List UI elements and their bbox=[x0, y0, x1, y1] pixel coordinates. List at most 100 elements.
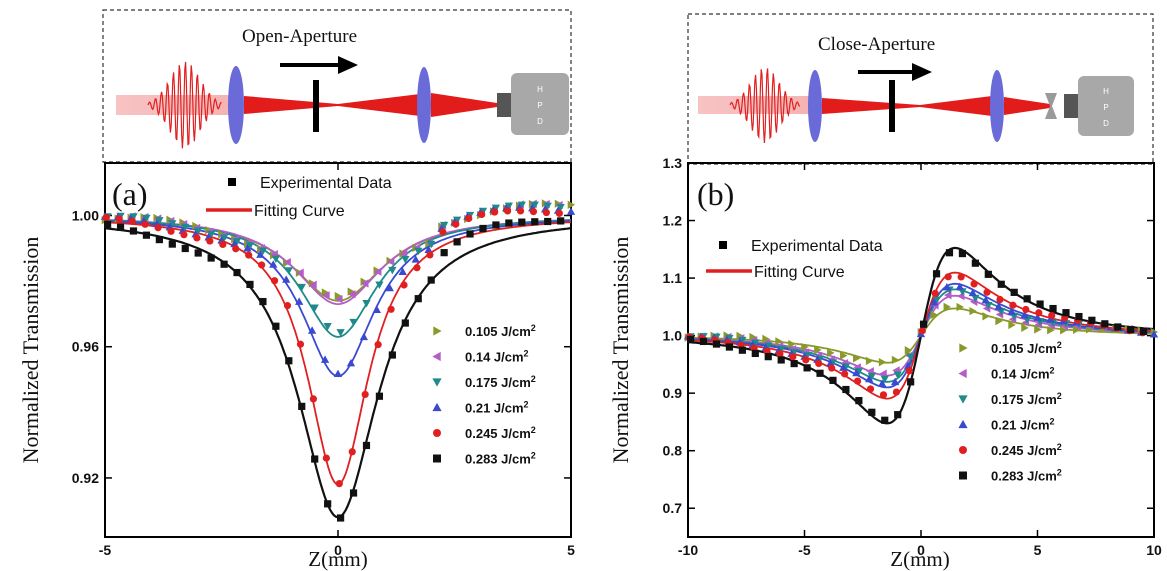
data-point bbox=[1062, 309, 1070, 317]
plot-a-panel-label: (a) bbox=[112, 176, 148, 212]
legend-series-sup: 2 bbox=[1050, 417, 1055, 427]
x-tick-label: 10 bbox=[1146, 542, 1162, 558]
x-tick-label: 0 bbox=[917, 542, 925, 558]
data-point bbox=[1022, 305, 1030, 314]
legend-series-sup: 2 bbox=[524, 349, 529, 359]
legend-series-label: 0.14 J/cm2 bbox=[991, 366, 1055, 382]
setup-b-arrow-head bbox=[912, 63, 932, 81]
setup-a-sample bbox=[313, 80, 319, 132]
setup-b-lens-2 bbox=[990, 70, 1004, 142]
legend-fit-label: Fitting Curve bbox=[254, 203, 345, 220]
data-point bbox=[194, 227, 203, 235]
legend-series-label: 0.245 J/cm2 bbox=[465, 425, 536, 441]
data-point bbox=[906, 353, 915, 361]
data-point bbox=[322, 291, 330, 300]
data-point bbox=[310, 304, 319, 312]
data-point bbox=[557, 217, 565, 225]
data-point bbox=[388, 266, 397, 275]
data-point bbox=[504, 202, 514, 211]
fit-curve bbox=[104, 219, 572, 302]
legend-series-label: 0.105 J/cm2 bbox=[991, 340, 1062, 356]
legend-series-label: 0.21 J/cm2 bbox=[991, 417, 1055, 433]
data-point bbox=[725, 343, 734, 351]
data-point bbox=[219, 240, 227, 249]
plot-b-axes: -10 -5 0 5 10 0.7 0.8 0.9 1.0 1.1 1.2 1.3 bbox=[663, 155, 1162, 558]
data-point bbox=[904, 346, 913, 355]
data-point bbox=[984, 301, 993, 310]
data-point bbox=[245, 251, 253, 259]
data-point bbox=[969, 307, 977, 316]
data-point bbox=[322, 454, 330, 462]
legend-series-label: 0.105 J/cm2 bbox=[465, 323, 536, 339]
plot-b-ylabel: Normalized Transmission bbox=[608, 237, 633, 464]
y-tick-label: 1.0 bbox=[663, 328, 683, 344]
data-point bbox=[516, 207, 525, 215]
data-point bbox=[142, 231, 151, 239]
data-point bbox=[879, 391, 888, 399]
data-point bbox=[259, 297, 267, 306]
data-point bbox=[180, 231, 188, 239]
data-point bbox=[400, 281, 408, 289]
data-point bbox=[816, 369, 824, 377]
y-tick-label: 0.9 bbox=[663, 385, 683, 401]
data-point bbox=[505, 219, 513, 227]
data-point bbox=[866, 385, 875, 393]
data-point bbox=[414, 295, 422, 303]
data-point bbox=[957, 273, 965, 281]
legend-series-marker bbox=[959, 343, 968, 353]
data-point bbox=[284, 267, 293, 275]
data-point bbox=[880, 375, 889, 384]
data-point bbox=[984, 270, 992, 278]
data-point bbox=[764, 353, 772, 361]
x-tick-label: -5 bbox=[99, 542, 112, 558]
data-point bbox=[207, 254, 215, 262]
setup-b-title: Close-Aperture bbox=[818, 34, 935, 55]
data-point bbox=[1021, 323, 1029, 332]
setup-b-detector-label-h: H bbox=[1103, 87, 1109, 96]
data-point bbox=[230, 239, 239, 248]
data-point bbox=[296, 268, 304, 277]
data-point bbox=[349, 489, 358, 497]
data-point bbox=[388, 351, 396, 359]
legend-series-sup: 2 bbox=[531, 451, 536, 461]
data-point bbox=[348, 448, 356, 456]
data-point bbox=[1140, 327, 1148, 336]
data-point bbox=[803, 364, 811, 372]
data-point bbox=[879, 369, 887, 378]
y-tick-label: 0.96 bbox=[72, 339, 99, 355]
data-point bbox=[749, 332, 757, 342]
data-point bbox=[892, 388, 901, 396]
data-point bbox=[168, 240, 176, 248]
data-point bbox=[129, 227, 138, 235]
x-tick-label: 0 bbox=[334, 542, 342, 558]
data-point bbox=[956, 302, 964, 312]
setup-a-converging-beam bbox=[431, 93, 497, 117]
x-tick-label: -10 bbox=[678, 542, 698, 558]
data-point bbox=[891, 355, 900, 365]
data-point bbox=[775, 337, 783, 346]
legend-data-label: Experimental Data bbox=[751, 238, 883, 255]
data-point bbox=[491, 208, 499, 216]
data-point bbox=[440, 221, 449, 230]
data-point bbox=[374, 341, 382, 349]
data-point bbox=[764, 342, 773, 350]
data-point bbox=[893, 371, 902, 379]
data-point bbox=[323, 323, 332, 331]
data-point bbox=[738, 346, 746, 354]
data-point bbox=[452, 216, 462, 225]
data-point bbox=[853, 377, 862, 385]
legend-data-label: Experimental Data bbox=[260, 175, 392, 192]
setup-b-lens-1 bbox=[808, 70, 822, 142]
legend-series-marker bbox=[433, 326, 442, 336]
legend-series-marker bbox=[432, 351, 441, 362]
data-point bbox=[207, 230, 216, 239]
data-point bbox=[361, 390, 369, 399]
data-point bbox=[465, 214, 473, 223]
data-point bbox=[348, 290, 356, 299]
data-point bbox=[518, 218, 526, 226]
data-point bbox=[258, 247, 268, 256]
legend-fit-label: Fitting Curve bbox=[754, 264, 845, 281]
fit-curve bbox=[104, 219, 572, 306]
data-point bbox=[256, 250, 265, 258]
data-point bbox=[453, 238, 461, 246]
